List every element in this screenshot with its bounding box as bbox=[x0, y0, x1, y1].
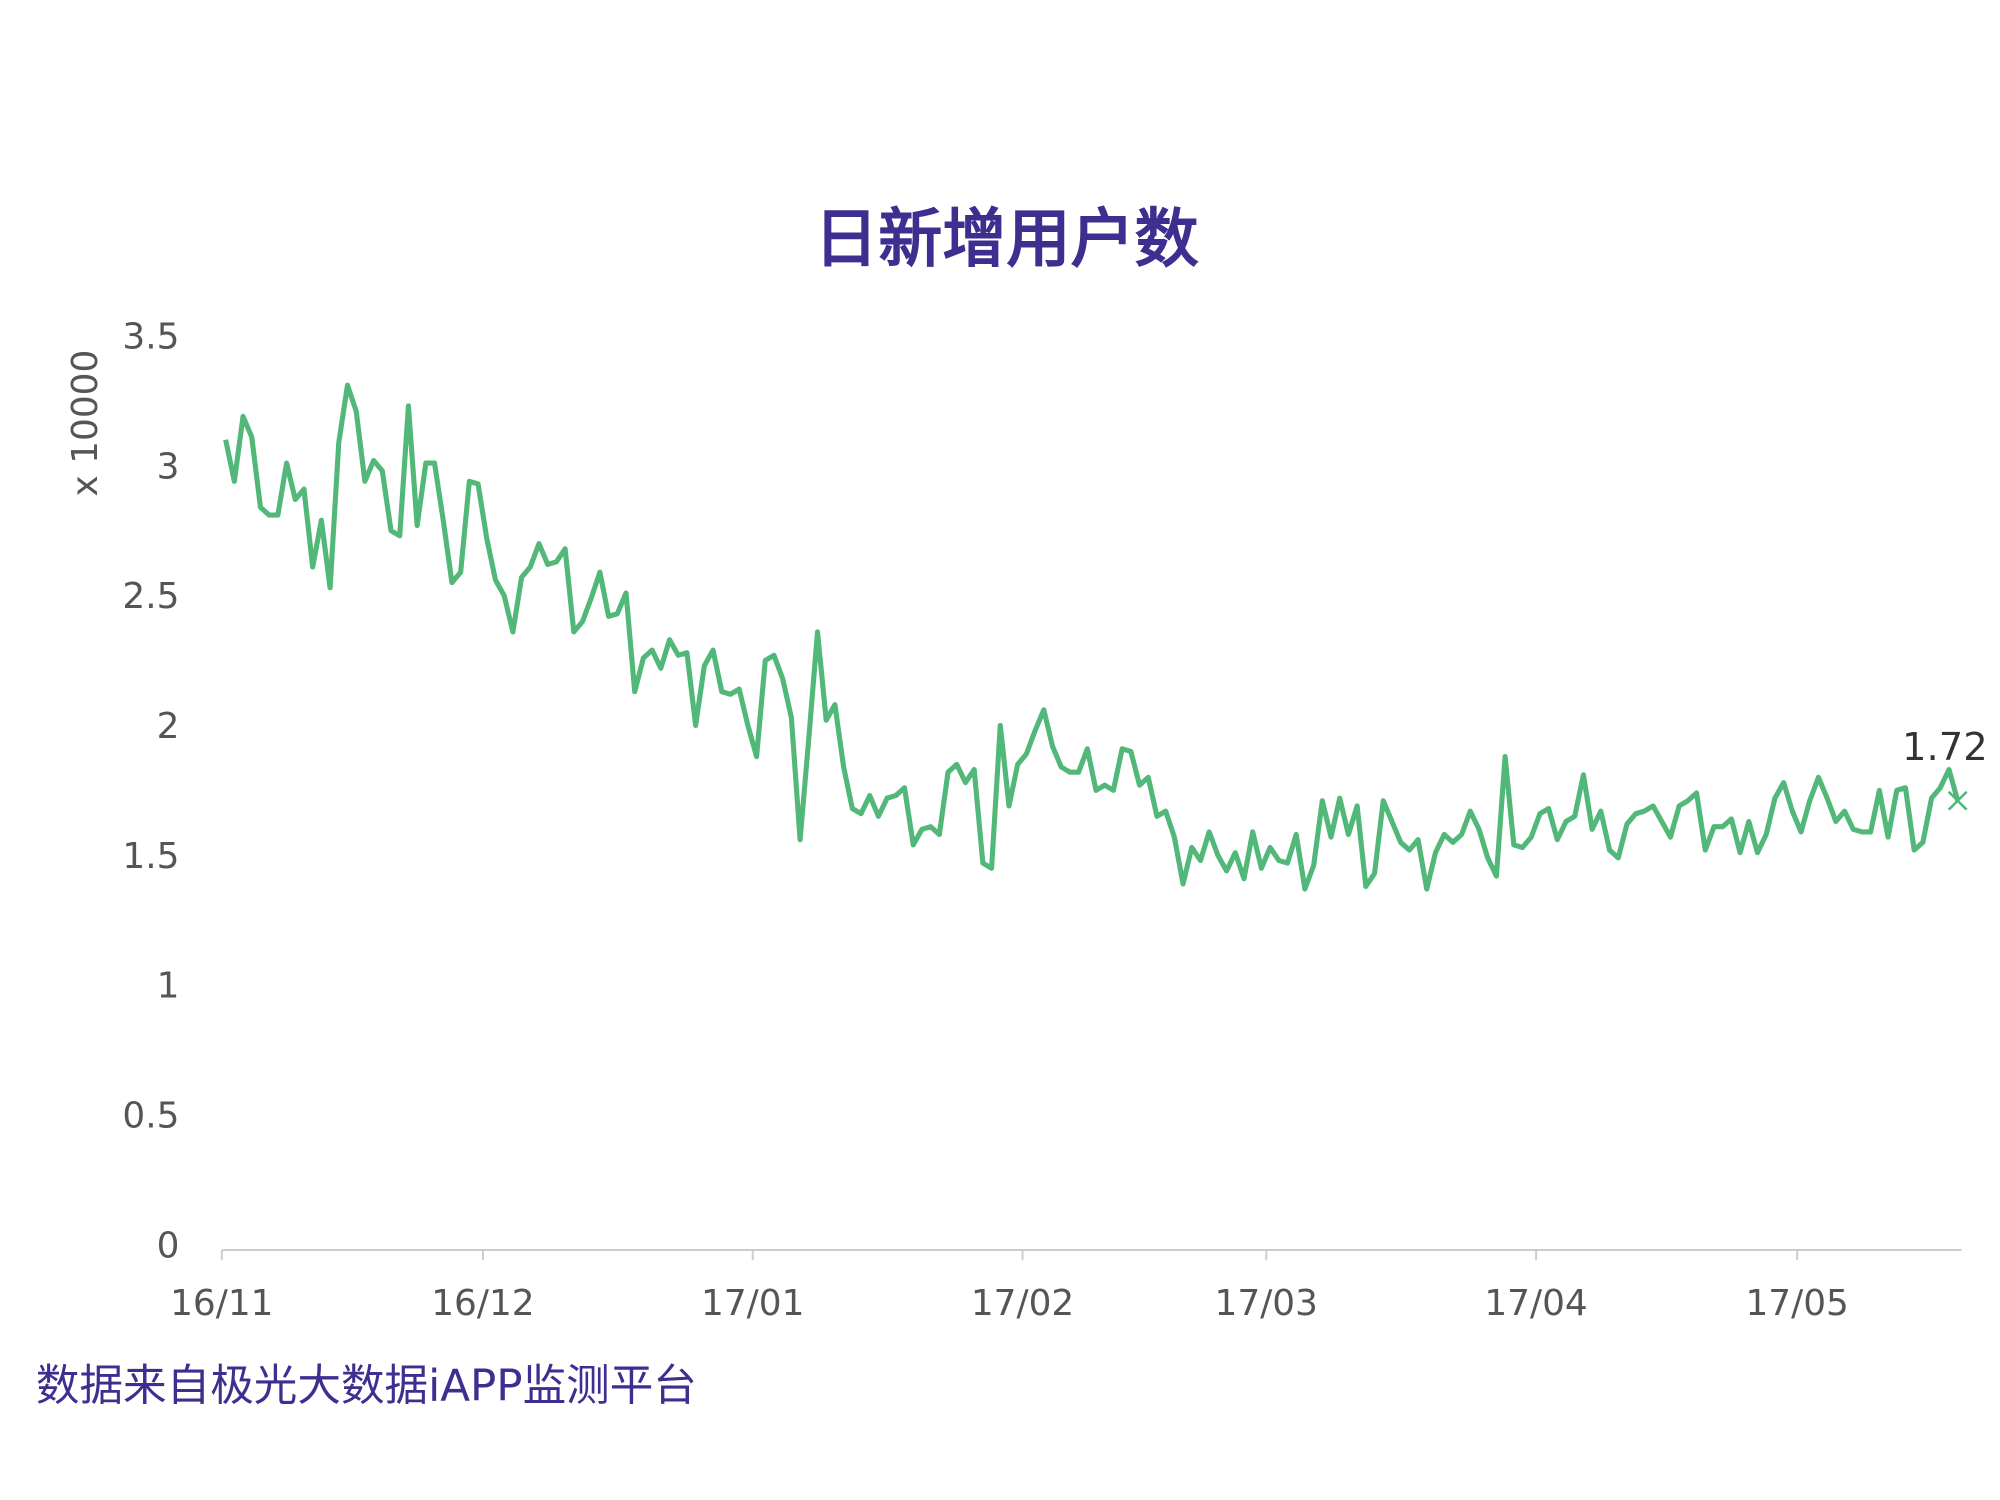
y-tick-label: 3.5 bbox=[122, 316, 179, 357]
data-line bbox=[223, 382, 1961, 892]
x-tick-label: 16/11 bbox=[170, 1283, 273, 1324]
x-tick-label: 17/01 bbox=[701, 1283, 804, 1324]
y-tick-label: 1 bbox=[157, 966, 180, 1007]
source-note: 数据来自极光大数据iAPP监测平台 bbox=[36, 1361, 697, 1411]
y-axis-label: x 10000 bbox=[65, 350, 106, 497]
x-tick-label: 17/04 bbox=[1484, 1283, 1587, 1324]
end-value-label: 1.72 bbox=[1902, 725, 1988, 770]
x-tick-label: 17/05 bbox=[1745, 1283, 1848, 1324]
chart-title: 日新增用户数 bbox=[814, 203, 1199, 277]
y-tick-label: 0 bbox=[157, 1225, 180, 1266]
y-tick-label: 1.5 bbox=[122, 836, 179, 877]
x-tick-label: 16/12 bbox=[431, 1283, 534, 1324]
x-tick-label: 17/02 bbox=[971, 1283, 1074, 1324]
y-tick-label: 2 bbox=[157, 706, 180, 747]
end-marker bbox=[1947, 790, 1968, 811]
y-tick-label: 3 bbox=[157, 446, 180, 487]
y-tick-label: 0.5 bbox=[122, 1096, 179, 1137]
y-tick-label: 2.5 bbox=[122, 576, 179, 617]
x-tick-label: 17/03 bbox=[1215, 1283, 1318, 1324]
